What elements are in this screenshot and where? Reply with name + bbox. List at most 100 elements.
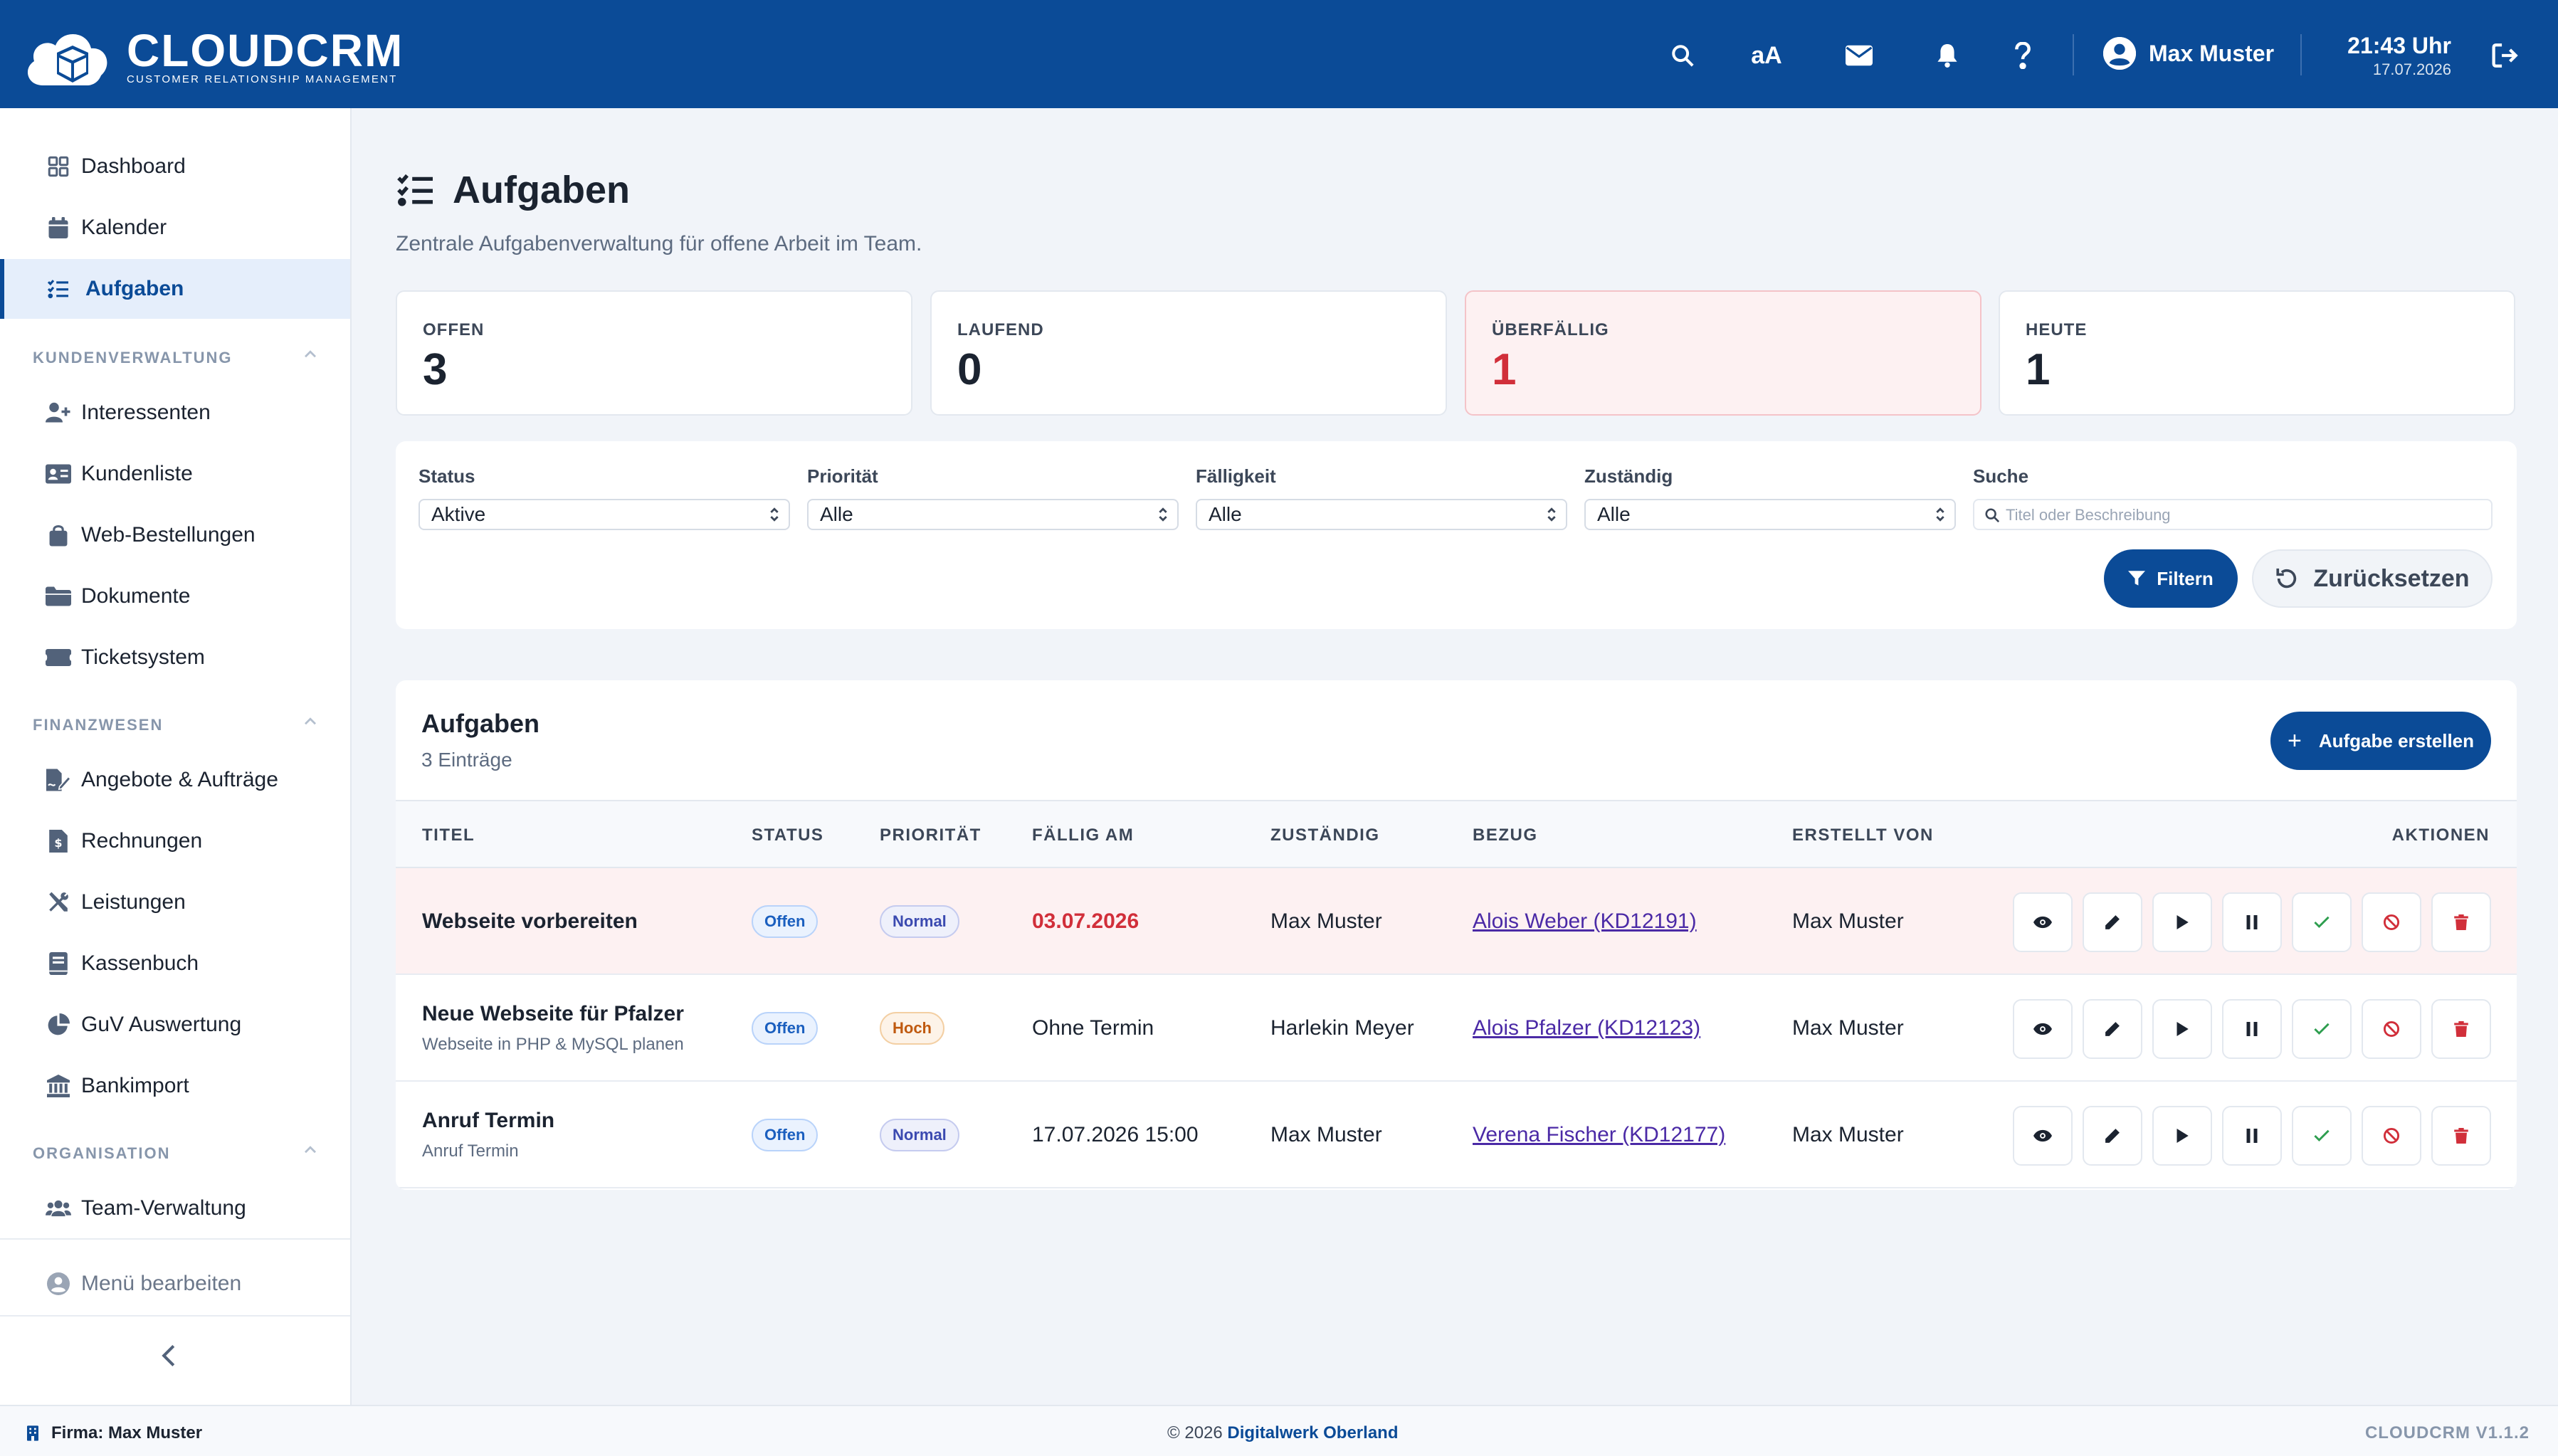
cancel-button[interactable]: [2362, 1106, 2421, 1166]
start-button[interactable]: [2152, 1106, 2212, 1166]
pause-button[interactable]: [2222, 892, 2282, 952]
column-header-title[interactable]: TITEL: [422, 825, 475, 845]
menu-edit-button[interactable]: Menü bearbeiten: [0, 1254, 350, 1314]
assignee-select[interactable]: Alle: [1584, 499, 1956, 530]
reset-button[interactable]: Zurücksetzen: [2252, 549, 2493, 608]
check-icon: [2314, 1023, 2330, 1035]
sidebar-divider: [0, 1238, 350, 1240]
search-icon: [1985, 508, 2000, 523]
help-button[interactable]: [2003, 36, 2043, 75]
grid-icon: [46, 154, 71, 179]
edit-button[interactable]: [2083, 1106, 2142, 1166]
task-title[interactable]: Webseite vorbereiten: [422, 909, 638, 933]
user-plus-icon: [46, 400, 71, 426]
delete-button[interactable]: [2431, 999, 2491, 1059]
task-title[interactable]: Neue Webseite für Pfalzer: [422, 1002, 684, 1025]
sidebar-item-guv-auswertung[interactable]: GuV Auswertung: [0, 995, 350, 1055]
pause-button[interactable]: [2222, 1106, 2282, 1166]
table-row[interactable]: Neue Webseite für Pfalzer Webseite in PH…: [396, 975, 2517, 1082]
view-button[interactable]: [2013, 892, 2073, 952]
reference-link[interactable]: Verena Fischer (KD12177): [1473, 1123, 1726, 1146]
messages-button[interactable]: [1839, 36, 1879, 75]
complete-button[interactable]: [2292, 1106, 2352, 1166]
sidebar-item-dokumente[interactable]: Dokumente: [0, 566, 350, 626]
sidebar-collapse-button[interactable]: [161, 1344, 177, 1371]
table-row[interactable]: Webseite vorbereiten Offen Normal 03.07.…: [396, 868, 2517, 975]
filter-button[interactable]: Filtern: [2104, 549, 2238, 608]
complete-button[interactable]: [2292, 892, 2352, 952]
delete-button[interactable]: [2431, 892, 2491, 952]
footer-version: CLOUDCRM V1.1.2: [2364, 1423, 2530, 1442]
stat-label: OFFEN: [423, 320, 485, 339]
reference-link[interactable]: Alois Weber (KD12191): [1473, 909, 1697, 933]
sidebar-section-organisation[interactable]: ORGANISATION: [33, 1144, 317, 1163]
logo-subtitle: CUSTOMER RELATIONSHIP MANAGEMENT: [127, 73, 398, 85]
sidebar-item-ticketsystem[interactable]: Ticketsystem: [0, 628, 350, 687]
column-header-created-by[interactable]: ERSTELLT VON: [1792, 825, 1934, 845]
user-menu[interactable]: Max Muster: [2103, 37, 2274, 70]
sidebar-item-label: Web-Bestellungen: [81, 523, 256, 547]
edit-button[interactable]: [2083, 999, 2142, 1059]
complete-button[interactable]: [2292, 999, 2352, 1059]
column-header-reference[interactable]: BEZUG: [1473, 825, 1538, 845]
sidebar-item-web-bestellungen[interactable]: Web-Bestellungen: [0, 505, 350, 565]
sidebar-section-kundenverwaltung[interactable]: KUNDENVERWALTUNG: [33, 349, 317, 367]
column-header-status[interactable]: STATUS: [752, 825, 824, 845]
sidebar-item-kassenbuch[interactable]: Kassenbuch: [0, 934, 350, 993]
status-select[interactable]: Aktive: [419, 499, 790, 530]
search-button[interactable]: [1663, 36, 1702, 75]
cancel-button[interactable]: [2362, 999, 2421, 1059]
created-by: Max Muster: [1792, 909, 1904, 933]
building-icon: [27, 1425, 38, 1441]
stat-value: 1: [2026, 345, 2051, 394]
start-button[interactable]: [2152, 999, 2212, 1059]
logo[interactable]: CLOUDCRM CUSTOMER RELATIONSHIP MANAGEMEN…: [21, 21, 404, 93]
assignee: Max Muster: [1270, 1123, 1382, 1146]
status-filter-label: Status: [419, 465, 475, 487]
reference-link[interactable]: Alois Pfalzer (KD12123): [1473, 1016, 1701, 1040]
ban-icon: [2383, 1020, 2400, 1038]
sidebar-item-team-verwaltung[interactable]: Team-Verwaltung: [0, 1178, 350, 1238]
column-header-actions: AKTIONEN: [2391, 825, 2490, 845]
sidebar-item-dashboard[interactable]: Dashboard: [0, 137, 350, 196]
due-date: 03.07.2026: [1032, 909, 1139, 933]
view-button[interactable]: [2013, 999, 2073, 1059]
sidebar-item-rechnungen[interactable]: $ Rechnungen: [0, 811, 350, 871]
status-badge: Offen: [752, 1012, 819, 1045]
sidebar-item-leistungen[interactable]: Leistungen: [0, 872, 350, 932]
sidebar-item-angebote-auftraege[interactable]: Angebote & Aufträge: [0, 750, 350, 810]
table-row[interactable]: Anruf Termin Anruf Termin Offen Normal 1…: [396, 1082, 2517, 1188]
page-title-text: Aufgaben: [453, 169, 630, 211]
assignee-filter: Zuständig Alle: [1584, 465, 1956, 530]
pause-button[interactable]: [2222, 999, 2282, 1059]
column-header-due[interactable]: FÄLLIG AM: [1032, 825, 1135, 845]
copyright-link[interactable]: Digitalwerk Oberland: [1227, 1423, 1399, 1442]
delete-button[interactable]: [2431, 1106, 2491, 1166]
stat-value: 0: [957, 345, 982, 394]
cancel-button[interactable]: [2362, 892, 2421, 952]
create-task-button[interactable]: + Aufgabe erstellen: [2270, 712, 2491, 770]
search-input[interactable]: Titel oder Beschreibung: [1973, 499, 2493, 530]
sidebar-item-kalender[interactable]: Kalender: [0, 198, 350, 258]
edit-button[interactable]: [2083, 892, 2142, 952]
due-select[interactable]: Alle: [1196, 499, 1567, 530]
sidebar-section-finanzwesen[interactable]: FINANZWESEN: [33, 716, 317, 734]
notifications-button[interactable]: [1927, 36, 1967, 75]
font-size-button[interactable]: aA: [1747, 36, 1786, 75]
view-button[interactable]: [2013, 1106, 2073, 1166]
calendar-icon: [46, 215, 71, 241]
check-icon: [2314, 1129, 2330, 1142]
sidebar-item-aufgaben[interactable]: Aufgaben: [0, 259, 350, 319]
start-button[interactable]: [2152, 892, 2212, 952]
logout-button[interactable]: [2485, 36, 2525, 75]
sidebar-item-interessenten[interactable]: Interessenten: [0, 383, 350, 443]
task-title[interactable]: Anruf Termin: [422, 1109, 555, 1132]
column-header-priority[interactable]: PRIORITÄT: [880, 825, 981, 845]
sidebar-item-kundenliste[interactable]: Kundenliste: [0, 444, 350, 504]
sidebar-item-bankimport[interactable]: Bankimport: [0, 1056, 350, 1116]
column-header-assignee[interactable]: ZUSTÄNDIG: [1270, 825, 1380, 845]
avatar: [2103, 37, 2136, 70]
pencil-icon: [2105, 1022, 2120, 1036]
priority-select[interactable]: Alle: [807, 499, 1179, 530]
pie-chart-icon: [46, 1012, 71, 1038]
